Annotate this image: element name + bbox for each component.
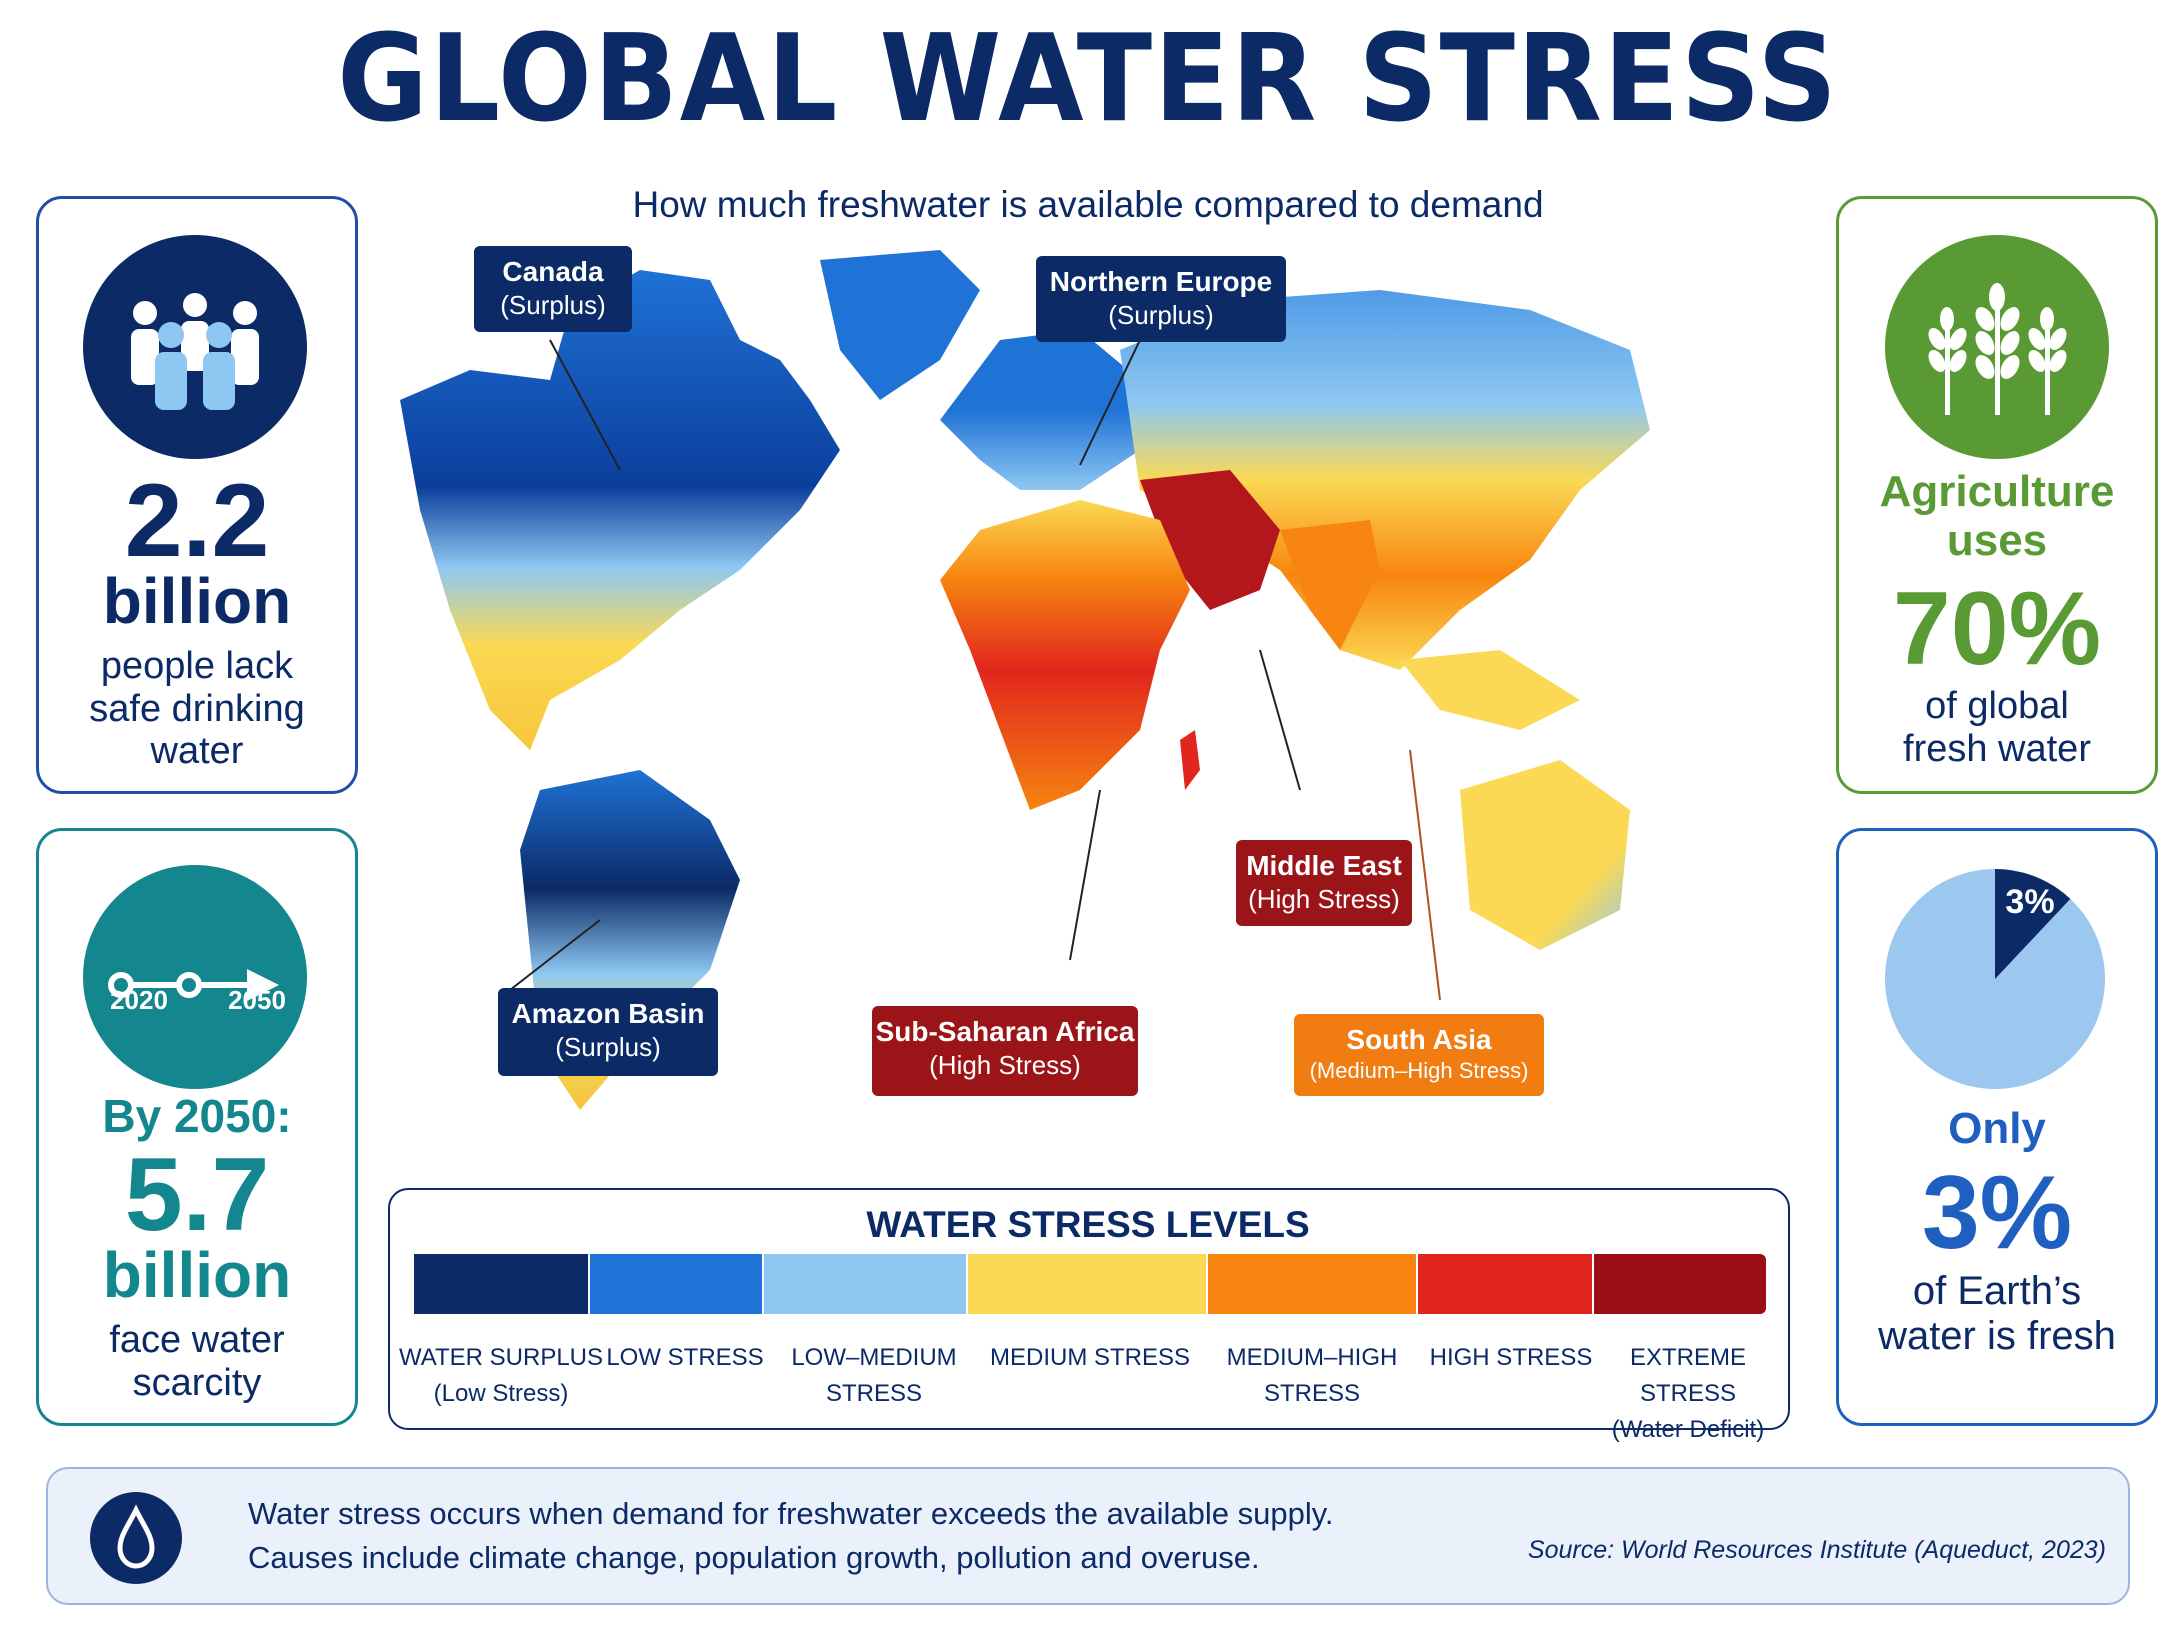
stat-value: 3% [1921, 1155, 2073, 1271]
pie-chart-icon [1877, 861, 2113, 1097]
world-map [400, 250, 1650, 1110]
wheat-icon [1885, 235, 2109, 459]
legend-label-medium-high: MEDIUM–HIGH STRESS [1226, 1344, 1398, 1407]
stat-description: of global fresh water [1903, 685, 2091, 770]
southeast-asia [1400, 650, 1580, 730]
map-label-amazon-basin: Amazon Basin (Surplus) [498, 988, 718, 1076]
water-drop-icon [90, 1492, 182, 1584]
north-america [400, 270, 840, 750]
map-label-sub-saharan-africa: Sub-Saharan Africa (High Stress) [872, 1006, 1138, 1096]
stat-description: people lack safe drinking water [89, 645, 305, 773]
page-title: GLOBAL WATER STRESS [337, 10, 1839, 149]
stat-card-drinking-water: 2.2 billion people lack safe drinking wa… [36, 196, 358, 794]
pie-slice-fresh [1995, 869, 2071, 979]
stat-value: 2.2 [124, 463, 270, 579]
legend-label-medium: MEDIUM STRESS [989, 1344, 1190, 1371]
legend-swatch-medium [968, 1254, 1206, 1314]
australia [1460, 760, 1630, 950]
stat-unit: billion [102, 565, 292, 637]
legend-label-low: LOW STRESS [606, 1344, 764, 1371]
map-label-middle-east: Middle East (High Stress) [1236, 840, 1412, 926]
greenland [820, 250, 980, 400]
legend-swatch-extreme [1594, 1254, 1766, 1314]
footer-source: Source: World Resources Institute (Aqued… [1527, 1536, 2106, 1564]
legend-label-high: HIGH STRESS [1429, 1344, 1593, 1371]
map-label-south-asia: South Asia (Medium–High Stress) [1294, 1014, 1544, 1096]
middle-east [1140, 470, 1280, 610]
legend-label-extreme: EXTREME STRESS (Water Deficit) [1611, 1344, 1765, 1443]
pie-label: 3% [2005, 883, 2055, 921]
stat-lead: Agriculture uses [1879, 467, 2115, 566]
legend-swatch-medium-high [1208, 1254, 1416, 1314]
stat-description: of Earth’s water is fresh [1878, 1269, 2116, 1358]
legend-swatch-low [590, 1254, 762, 1314]
legend-title: WATER STRESS LEVELS [866, 1204, 1310, 1245]
timeline-year-start: 2020 [110, 985, 168, 1015]
timeline-year-end: 2050 [228, 985, 286, 1015]
legend-swatch-low-medium [764, 1254, 966, 1314]
map-label-northern-europe: Northern Europe (Surplus) [1036, 256, 1286, 342]
footer-line-2: Causes include climate change, populatio… [248, 1540, 1260, 1575]
page-subtitle: How much freshwater is available compare… [632, 184, 1544, 225]
legend-swatch-surplus [414, 1254, 588, 1314]
asia [1120, 290, 1650, 670]
footer-note [46, 1467, 2130, 1605]
legend-label-surplus: WATER SURPLUS (Low Stress) [398, 1344, 604, 1407]
legend-label-low-medium: LOW–MEDIUM STRESS [791, 1344, 957, 1407]
stat-value: 5.7 [124, 1137, 270, 1253]
madagascar [1180, 730, 1200, 790]
legend-swatch-high [1418, 1254, 1592, 1314]
stat-description: face water scarcity [109, 1319, 285, 1404]
south-asia [1280, 520, 1380, 650]
timeline-arrow-icon [83, 865, 307, 1089]
stat-card-water-scarcity: 2020 2050 By 2050: 5.7 billion face wate… [36, 828, 358, 1426]
africa [940, 500, 1190, 810]
europe [940, 330, 1140, 490]
stat-lead: Only [1948, 1104, 2046, 1153]
map-label-canada: Canada (Surplus) [474, 246, 632, 332]
stat-value: 70% [1892, 571, 2102, 687]
stat-lead: By 2050: [102, 1090, 292, 1142]
stat-card-agriculture: Agriculture uses 70% of global fresh wat… [1836, 196, 2158, 794]
footer-line-1: Water stress occurs when demand for fres… [248, 1496, 1334, 1531]
stat-unit: billion [102, 1239, 292, 1311]
legend-box [388, 1188, 1790, 1430]
stat-card-fresh-water: 3% Only 3% of Earth’s water is fresh [1836, 828, 2158, 1426]
people-group-icon [83, 235, 307, 459]
